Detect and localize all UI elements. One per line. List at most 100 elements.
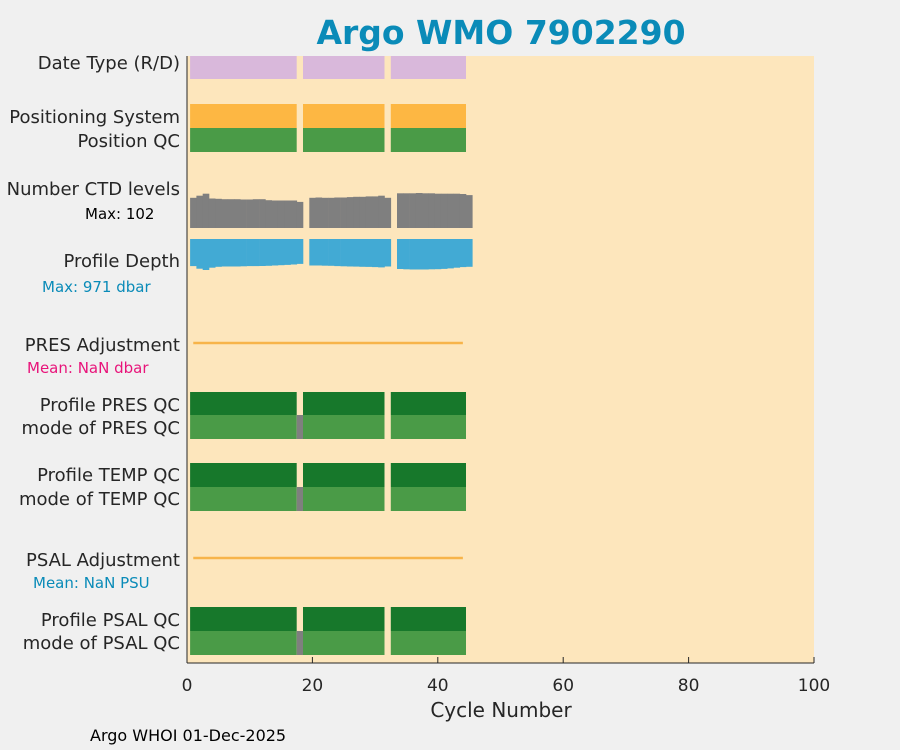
- ctd-levels-bar: [340, 197, 348, 228]
- ctd-levels-bar: [196, 195, 203, 228]
- x-tick-label: 20: [302, 676, 324, 696]
- ctd-levels-bar: [328, 197, 335, 228]
- profile-depth-bar: [346, 239, 354, 267]
- ctd-levels-bar: [428, 193, 435, 228]
- label-mode-temp-qc: mode of TEMP QC: [19, 489, 180, 510]
- ctd-levels-bar: [415, 193, 423, 228]
- date-type-bar-1: [190, 56, 297, 79]
- profile-pres-qc-bar-2: [303, 392, 385, 415]
- mode-temp-qc-bar-1: [190, 487, 297, 511]
- profile-depth-bar: [309, 239, 316, 266]
- profile-depth-bar: [453, 239, 461, 268]
- ctd-levels-bar: [403, 193, 410, 228]
- ctd-levels-bar: [259, 199, 266, 228]
- mode-temp-qc-bar-3: [390, 487, 466, 511]
- profile-depth-bar: [409, 239, 417, 270]
- ctd-levels-bar: [290, 200, 298, 228]
- profile-depth-bar: [415, 239, 423, 270]
- profile-pres-qc-bar-3: [390, 392, 466, 415]
- profile-depth-bar: [428, 239, 435, 270]
- ctd-levels-bar: [378, 195, 385, 228]
- ctd-levels-bar: [190, 197, 197, 228]
- ctd-levels-bar: [265, 200, 272, 228]
- ctd-levels-bar: [202, 193, 210, 228]
- x-tick-label: 80: [678, 676, 700, 696]
- profile-depth-bar: [340, 239, 348, 267]
- x-axis: 0 20 40 60 80 100: [182, 56, 830, 696]
- profile-temp-qc-bar-3: [390, 463, 466, 487]
- profile-depth-bar: [447, 239, 454, 269]
- profile-depth-bar: [221, 239, 229, 267]
- profile-depth-bar: [353, 239, 360, 267]
- positioning-system-bar-3: [390, 104, 466, 128]
- chart-marks: [190, 56, 473, 655]
- profile-pres-qc-bar-1: [190, 392, 297, 415]
- label-date-type: Date Type (R/D): [38, 53, 180, 74]
- ctd-levels-bar: [434, 193, 442, 228]
- profile-depth-bar: [434, 239, 442, 270]
- ctd-levels-bar: [365, 196, 373, 228]
- mode-pres-qc-flagged-cycle: [296, 415, 303, 439]
- mode-psal-qc-bar-1: [190, 631, 297, 655]
- label-position-qc: Position QC: [77, 131, 180, 152]
- profile-depth-max: Max: 971 dbar: [42, 278, 151, 296]
- profile-depth-bar: [378, 239, 385, 268]
- mode-temp-qc-bar-2: [303, 487, 385, 511]
- ctd-levels-bar: [409, 193, 417, 228]
- profile-depth-bar: [252, 239, 260, 267]
- ctd-levels-bar: [271, 200, 279, 228]
- x-tick-label: 100: [798, 676, 830, 696]
- profile-depth-bar: [440, 239, 448, 269]
- mode-pres-qc-bar-2: [303, 415, 385, 439]
- profile-depth-bar: [372, 239, 379, 268]
- profile-depth-bar: [359, 239, 366, 267]
- plot-background: [187, 56, 814, 663]
- footer-credit: Argo WHOI 01-Dec-2025: [90, 726, 286, 745]
- pres-adjustment-mean: Mean: NaN dbar: [27, 359, 149, 377]
- profile-depth-bar: [328, 239, 335, 266]
- ctd-levels-bar: [459, 194, 467, 228]
- ctd-levels-bar: [359, 196, 366, 228]
- ctd-levels-bar: [208, 198, 216, 228]
- profile-depth-bar: [202, 239, 210, 270]
- profile-depth-bar: [365, 239, 373, 267]
- ctd-levels-max: Max: 102: [85, 205, 154, 223]
- profile-depth-bar: [296, 239, 304, 264]
- x-tick-label: 60: [552, 676, 574, 696]
- label-mode-psal-qc: mode of PSAL QC: [23, 633, 180, 654]
- ctd-levels-bar: [440, 193, 448, 228]
- ctd-levels-bar: [240, 199, 247, 228]
- profile-temp-qc-bar-2: [303, 463, 385, 487]
- label-ctd-levels: Number CTD levels: [7, 179, 180, 200]
- position-qc-bar-3: [390, 128, 466, 152]
- mode-psal-qc-bar-2: [303, 631, 385, 655]
- profile-depth-bar: [265, 239, 272, 266]
- profile-depth-bar: [466, 239, 473, 267]
- label-profile-temp-qc: Profile TEMP QC: [37, 465, 180, 486]
- x-tick-label: 40: [427, 676, 449, 696]
- profile-depth-bar: [397, 239, 404, 269]
- ctd-levels-bar: [215, 198, 222, 228]
- ctd-levels-bar: [227, 199, 235, 228]
- profile-depth-bar: [196, 239, 203, 269]
- mode-pres-qc-bar-3: [390, 415, 466, 439]
- profile-depth-bar: [190, 239, 197, 267]
- ctd-levels-bar: [346, 197, 354, 228]
- ctd-levels-bar: [234, 199, 241, 228]
- positioning-system-bar-1: [190, 104, 297, 128]
- ctd-levels-bar: [277, 200, 285, 228]
- profile-depth-bar: [277, 239, 285, 266]
- ctd-levels-bar: [252, 199, 260, 228]
- profile-temp-qc-bar-1: [190, 463, 297, 487]
- position-qc-bar-1: [190, 128, 297, 152]
- mode-pres-qc-bar-1: [190, 415, 297, 439]
- profile-depth-bar: [284, 239, 291, 265]
- profile-psal-qc-bar-2: [303, 607, 385, 631]
- profile-depth-bar: [459, 239, 467, 268]
- ctd-levels-bar: [321, 197, 329, 228]
- ctd-levels-bar: [221, 199, 229, 228]
- profile-depth-bar: [403, 239, 410, 270]
- ctd-levels-bar: [447, 193, 454, 228]
- x-tick-label: 0: [182, 676, 193, 696]
